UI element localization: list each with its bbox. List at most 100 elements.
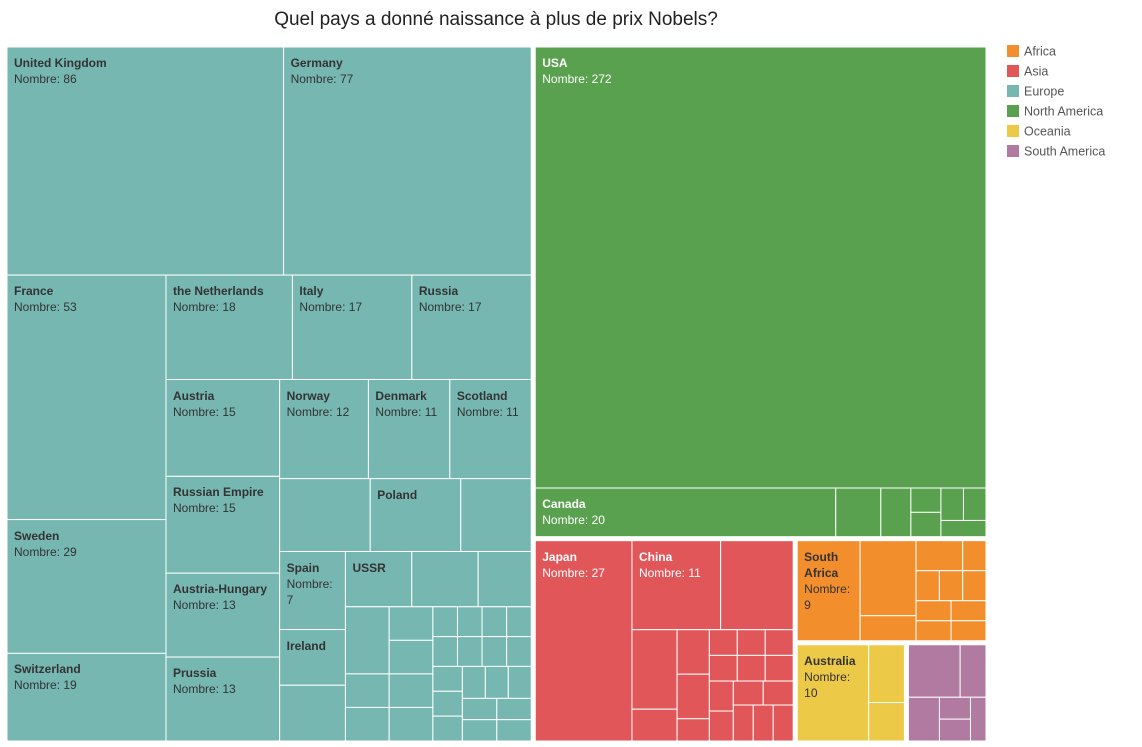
treemap-tile xyxy=(477,551,532,608)
treemap-tile xyxy=(279,551,346,631)
treemap-tile xyxy=(291,274,413,381)
treemap-tile xyxy=(388,706,434,742)
treemap-tile xyxy=(388,673,434,708)
treemap-tile xyxy=(752,704,774,742)
treemap-tile xyxy=(534,540,633,742)
legend-swatch xyxy=(1007,145,1019,157)
treemap-tile xyxy=(344,606,390,675)
tile-name: Prussia xyxy=(173,666,217,681)
tile-value-label: Nombre: 10 xyxy=(804,669,851,700)
treemap-tile xyxy=(388,606,434,641)
tile-name: Scotland xyxy=(456,388,508,403)
tile-name: South Africa xyxy=(804,549,839,580)
tile-label: the Netherlands Nombre: 18 xyxy=(166,275,292,379)
treemap-tile xyxy=(676,718,710,742)
tile-name: Japan xyxy=(542,549,577,564)
tile-value-label: Nombre: 11 xyxy=(456,404,519,419)
legend-label: Africa xyxy=(1024,44,1056,58)
treemap-tile xyxy=(732,704,754,742)
tile-label: USA Nombre: 272 xyxy=(535,47,986,488)
treemap-tile xyxy=(432,715,463,742)
tile-label: Denmark Nombre: 11 xyxy=(368,380,449,479)
treemap-tile xyxy=(915,540,964,572)
treemap-tile xyxy=(279,478,371,553)
treemap-tile xyxy=(411,551,479,608)
treemap-tile xyxy=(708,710,734,742)
treemap-tile xyxy=(915,570,940,602)
treemap-tile xyxy=(631,540,722,631)
treemap-tile xyxy=(962,540,987,572)
treemap-tile xyxy=(764,654,794,682)
treemap-tile xyxy=(456,636,483,667)
treemap-tile xyxy=(708,654,738,682)
treemap-tile xyxy=(6,652,167,742)
legend-label: Asia xyxy=(1024,64,1048,78)
tile-label: Poland xyxy=(370,479,461,552)
treemap-tile xyxy=(868,702,905,742)
tile-value-label: Nombre: 15 xyxy=(173,501,236,516)
tile-value-label: Nombre: 86 xyxy=(14,72,77,86)
tile-name: France xyxy=(14,284,54,299)
treemap-tile xyxy=(456,606,483,638)
treemap-tile xyxy=(907,644,961,698)
tile-value-label: Nombre: 17 xyxy=(418,300,482,315)
tile-value-label: Nombre: 11 xyxy=(638,565,701,580)
tile-name: Germany xyxy=(290,56,343,70)
tile-value-label: Nombre: 7 xyxy=(286,576,333,607)
treemap-tile xyxy=(534,487,837,538)
treemap-tile xyxy=(732,680,764,706)
treemap-tile xyxy=(432,690,463,717)
treemap-tile xyxy=(507,665,532,699)
treemap-tile xyxy=(432,665,463,692)
treemap-tile xyxy=(165,572,281,658)
chart-title: Quel pays a donné naissance à plus de pr… xyxy=(274,9,718,30)
treemap-tile xyxy=(631,708,678,742)
treemap-tile xyxy=(165,379,281,477)
treemap-tile xyxy=(496,697,532,721)
tile-label: Japan Nombre: 27 xyxy=(535,541,632,741)
treemap-tile xyxy=(762,680,794,706)
tile-value-label: Nombre: 29 xyxy=(14,544,77,559)
treemap-tile xyxy=(868,644,905,704)
tile-label: France Nombre: 53 xyxy=(7,275,166,519)
tile-value-label: Nombre: 13 xyxy=(173,598,236,613)
tile-label: Ireland xyxy=(280,630,346,686)
legend-swatch xyxy=(1007,45,1019,57)
treemap-tile xyxy=(279,379,369,480)
treemap-tile xyxy=(461,665,486,699)
treemap-tile xyxy=(676,673,710,720)
tile-value-label: Nombre: 9 xyxy=(804,581,851,612)
tile-name: USA xyxy=(542,56,568,70)
tile-name: Norway xyxy=(286,388,330,403)
treemap-tile xyxy=(496,719,532,742)
treemap-tile xyxy=(484,665,509,699)
tile-name: Russia xyxy=(418,284,459,299)
treemap-tile xyxy=(708,680,734,712)
tile-label: Russian Empire Nombre: 15 xyxy=(166,476,280,573)
tile-name: Poland xyxy=(377,487,418,502)
tile-value-label: Nombre: 17 xyxy=(299,300,363,315)
tile-label: Prussia Nombre: 13 xyxy=(166,657,280,741)
treemap-tile xyxy=(6,519,167,654)
treemap-tile xyxy=(940,487,964,521)
treemap-tile xyxy=(880,487,912,538)
tile-value-label: Nombre: 20 xyxy=(542,513,605,528)
treemap-tile xyxy=(460,478,532,553)
treemap-tile xyxy=(344,673,390,708)
treemap-tile xyxy=(772,704,794,742)
treemap-tile xyxy=(481,606,508,638)
tile-value-label: Nombre: 15 xyxy=(173,404,236,419)
tile-label: China Nombre: 11 xyxy=(632,541,721,630)
tile-label: Russia Nombre: 17 xyxy=(412,275,531,379)
tile-label: Sweden Nombre: 29 xyxy=(7,520,166,654)
legend-swatch xyxy=(1007,85,1019,97)
treemap-tile xyxy=(915,600,952,622)
treemap-tile xyxy=(859,540,917,617)
tile-name: Austria xyxy=(173,388,215,403)
treemap-tile xyxy=(910,487,942,513)
tile-name: USSR xyxy=(352,560,386,575)
tile-label: Austria Nombre: 15 xyxy=(166,380,280,477)
tile-name: United Kingdom xyxy=(14,56,107,70)
tile-name: Spain xyxy=(286,560,320,575)
tile-label: Australia Nombre: 10 xyxy=(797,645,868,741)
